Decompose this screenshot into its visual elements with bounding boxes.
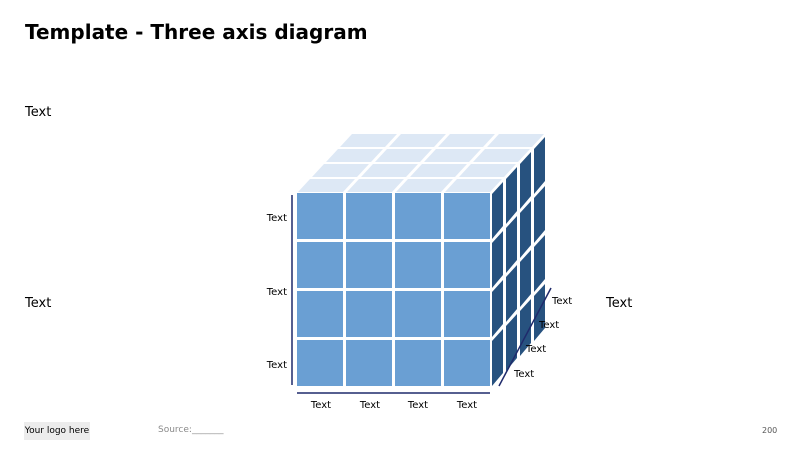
front-cell	[297, 193, 343, 239]
side-cell	[534, 137, 545, 194]
front-cell	[444, 291, 490, 337]
side-cell	[534, 235, 545, 292]
top-cell	[487, 134, 544, 147]
page-title: Template - Three axis diagram	[25, 20, 368, 44]
front-cell	[346, 291, 392, 337]
front-cell	[346, 193, 392, 239]
top-cell	[361, 164, 418, 177]
top-cell	[424, 149, 481, 162]
side-cell	[520, 201, 531, 258]
side-cell	[506, 167, 517, 224]
front-cell	[444, 193, 490, 239]
side-cell	[492, 182, 503, 239]
left-top-text: Text	[25, 105, 52, 120]
depth-axis-label: Text	[538, 320, 559, 331]
horizontal-axis-label: Text	[310, 400, 331, 411]
front-cell	[297, 340, 343, 386]
page-number: 200	[762, 426, 778, 435]
front-cell	[395, 291, 441, 337]
side-cell	[534, 284, 545, 341]
front-cell	[395, 193, 441, 239]
side-cell	[492, 329, 503, 386]
side-cell	[534, 186, 545, 243]
front-cell	[346, 340, 392, 386]
top-cell	[312, 164, 369, 177]
side-cell	[492, 280, 503, 337]
depth-axis-label: Text	[513, 369, 534, 380]
top-cell	[389, 134, 446, 147]
side-cell	[506, 265, 517, 322]
top-cell	[445, 179, 502, 192]
front-cell	[297, 242, 343, 288]
top-cell	[326, 149, 383, 162]
source-note: Source:_______	[158, 425, 224, 435]
front-cell	[297, 291, 343, 337]
top-cell	[340, 134, 397, 147]
side-cell	[492, 231, 503, 288]
top-cell	[298, 179, 355, 192]
horizontal-axis-label: Text	[359, 400, 380, 411]
top-cell	[459, 164, 516, 177]
cube-side-face	[492, 137, 545, 386]
side-cell	[520, 250, 531, 307]
horizontal-axis-label: Text	[456, 400, 477, 411]
vertical-axis-label: Text	[266, 213, 287, 224]
top-cell	[473, 149, 530, 162]
cube-front-face	[297, 193, 490, 386]
front-cell	[346, 242, 392, 288]
front-cell	[395, 340, 441, 386]
side-cell	[506, 216, 517, 273]
horizontal-axis-label: Text	[407, 400, 428, 411]
vertical-axis-label: Text	[266, 360, 287, 371]
depth-axis-label: Text	[551, 296, 572, 307]
side-cell	[520, 152, 531, 209]
depth-axis-label: Text	[525, 344, 546, 355]
top-cell	[347, 179, 404, 192]
top-cell	[396, 179, 453, 192]
vertical-axis-label: Text	[266, 287, 287, 298]
front-cell	[444, 242, 490, 288]
right-middle-text: Text	[606, 296, 633, 311]
logo-placeholder: Your logo here	[24, 422, 90, 440]
top-cell	[375, 149, 432, 162]
top-cell	[438, 134, 495, 147]
cube-top-face	[298, 134, 544, 192]
front-cell	[395, 242, 441, 288]
top-cell	[410, 164, 467, 177]
depth-axis-line	[498, 287, 552, 387]
front-cell	[444, 340, 490, 386]
left-middle-text: Text	[25, 296, 52, 311]
